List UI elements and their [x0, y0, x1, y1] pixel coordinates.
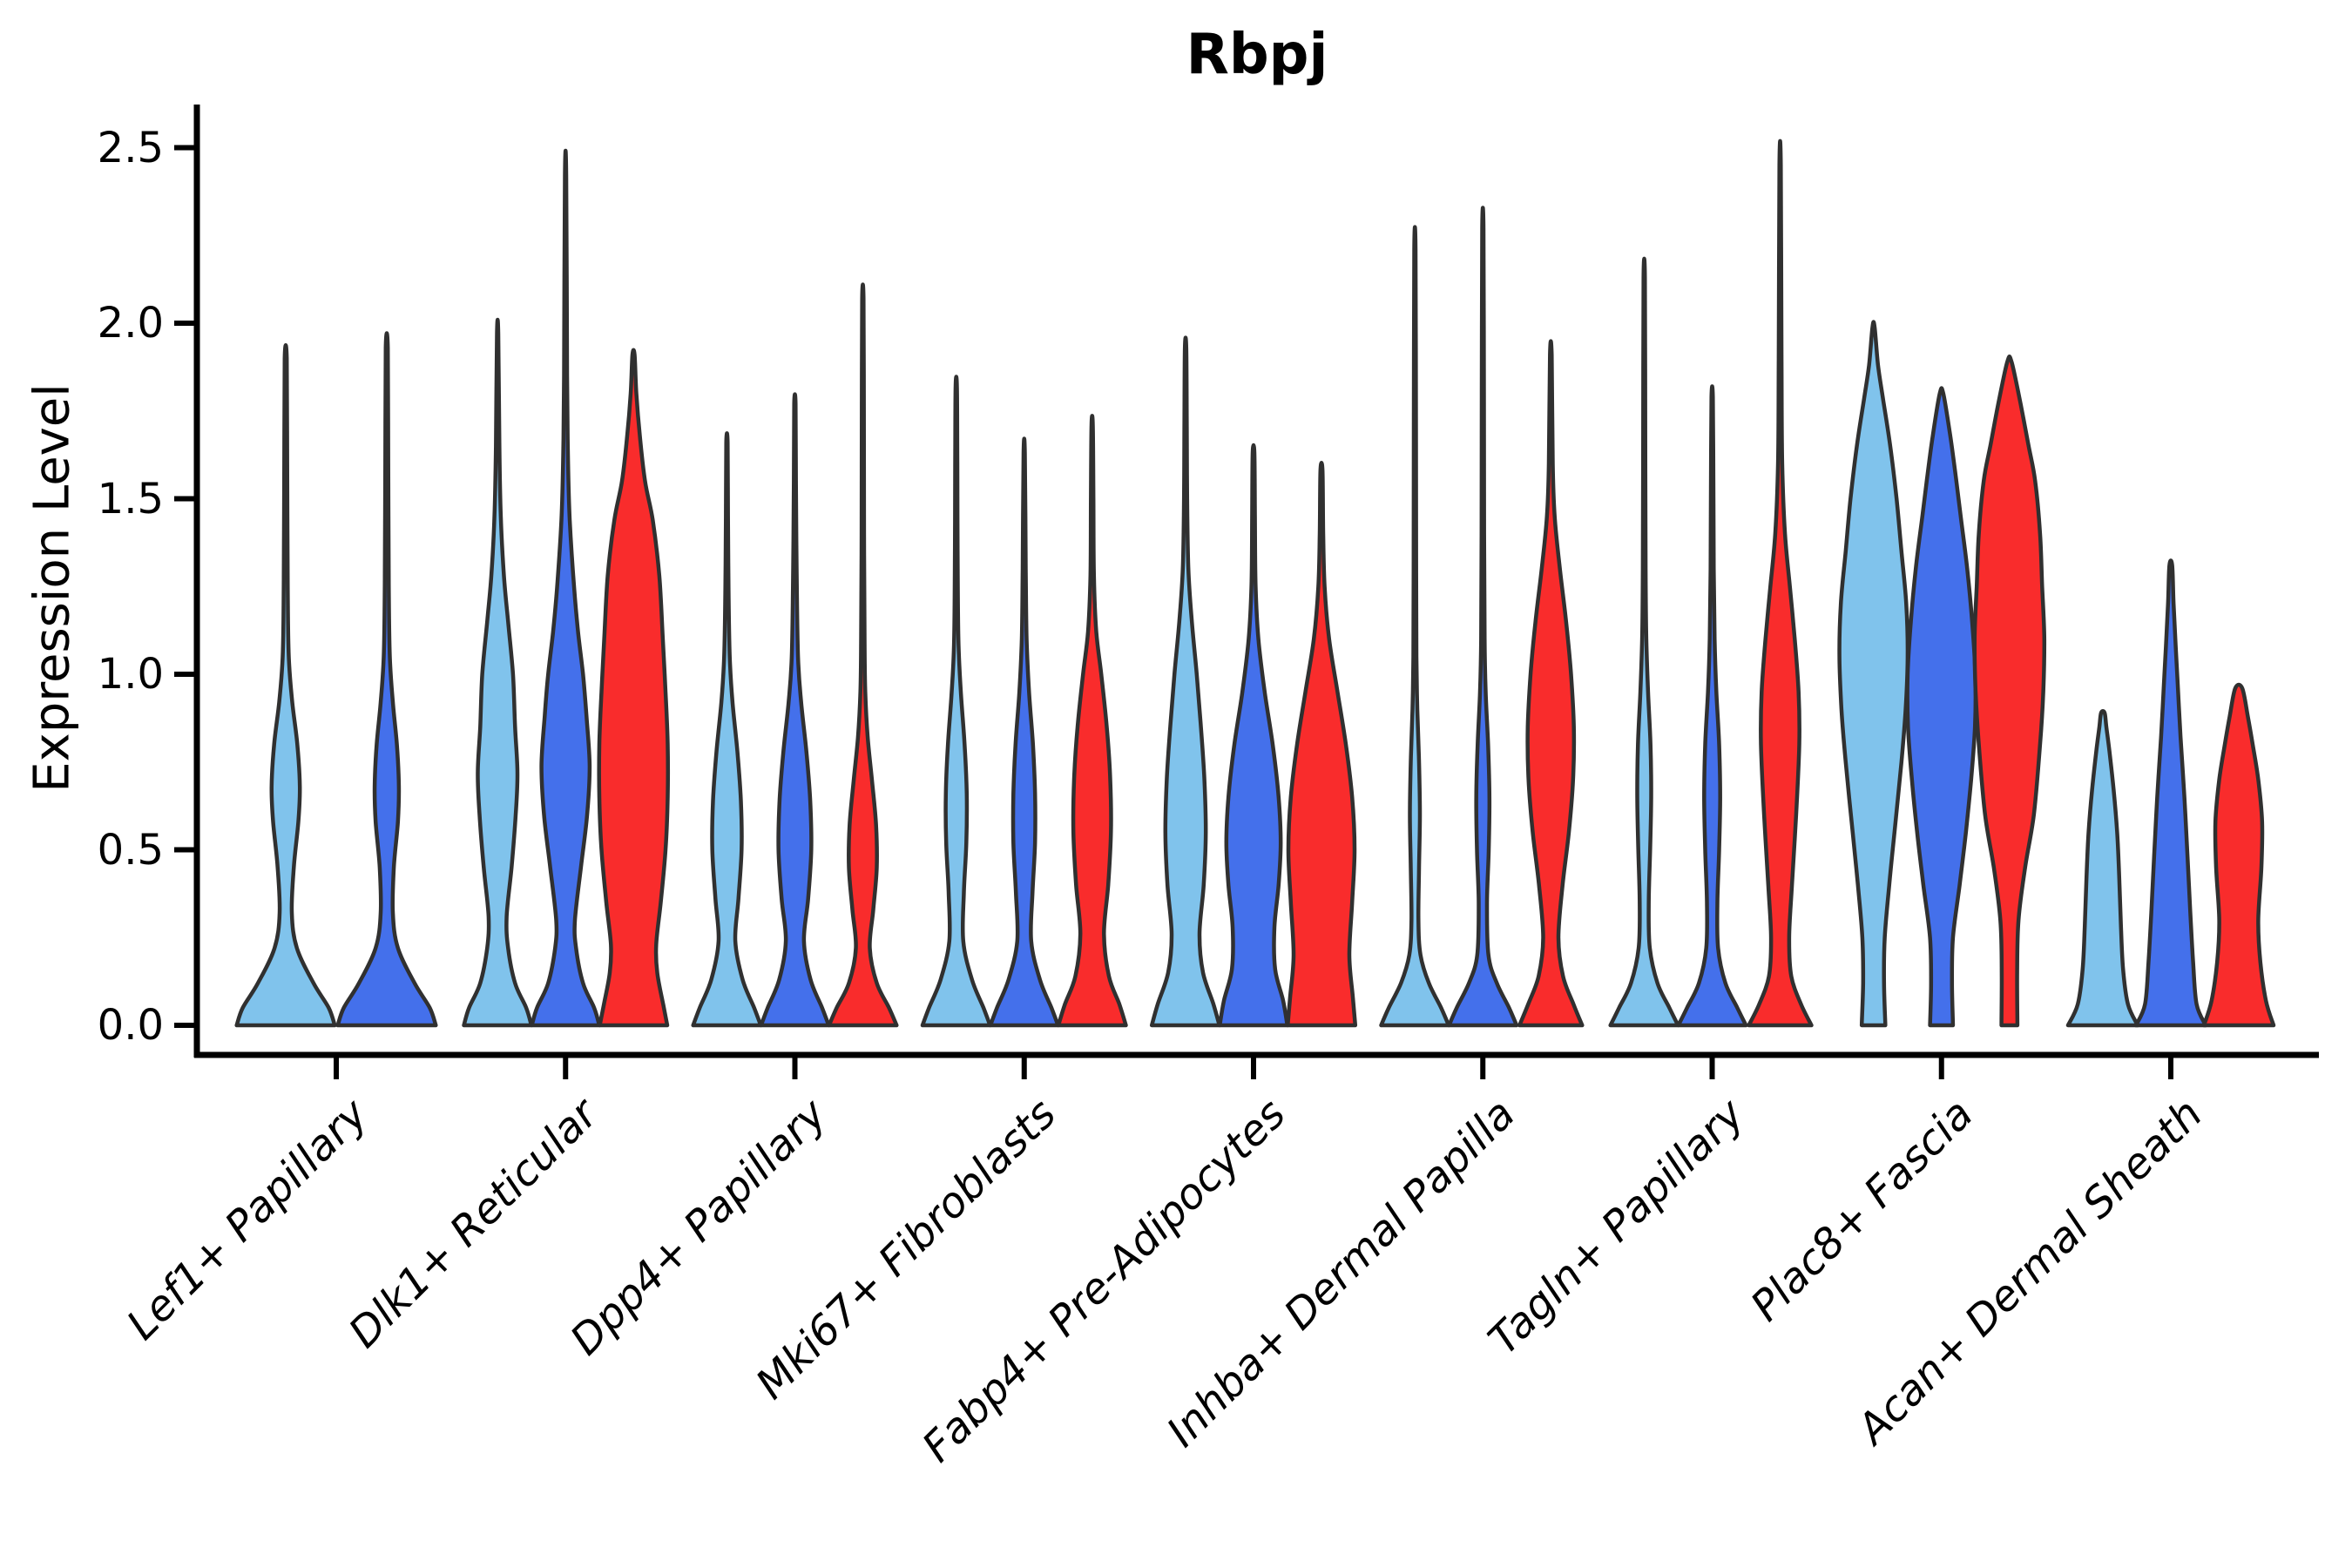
violin-mki67-fibroblasts-split-2 — [988, 436, 1060, 1028]
violin-mki67-fibroblasts-split-1 — [920, 375, 992, 1028]
violin-fabp4-pre-adipocytes-split-1 — [1149, 335, 1222, 1028]
violin-acan-dermal-sheath-split-1 — [2065, 709, 2140, 1028]
violin-mki67-fibroblasts-split-3 — [1056, 414, 1128, 1028]
violin-dlk1-reticular-split-1 — [462, 317, 534, 1028]
y-tick-label: 2.5 — [97, 123, 164, 172]
violin-acan-dermal-sheath-split-2 — [2133, 558, 2208, 1028]
violin-dpp4-papillary-split-1 — [691, 431, 763, 1028]
violin-inhba-dermal-papilla-split-2 — [1447, 206, 1519, 1028]
violin-fabp4-pre-adipocytes-split-3 — [1285, 460, 1358, 1028]
violin-tagln-papillary-split-3 — [1747, 139, 1814, 1028]
violin-dlk1-reticular-split-3 — [597, 348, 671, 1028]
violin-acan-dermal-sheath-split-3 — [2201, 682, 2276, 1028]
violin-plac8-fascia-split-1 — [1837, 320, 1910, 1028]
violin-plac8-fascia-split-2 — [1905, 386, 1978, 1028]
violin-lef1-papillary-split-2 — [335, 331, 438, 1028]
chart-title: Rbpj — [1186, 23, 1328, 87]
y-tick-label: 0.0 — [97, 1001, 164, 1050]
violin-dpp4-papillary-split-2 — [759, 392, 831, 1028]
violin-tagln-papillary-split-2 — [1676, 384, 1748, 1028]
violin-inhba-dermal-papilla-split-3 — [1517, 339, 1585, 1028]
violin-inhba-dermal-papilla-split-1 — [1379, 225, 1451, 1028]
violin-dpp4-papillary-split-3 — [827, 282, 899, 1028]
violin-dlk1-reticular-split-2 — [530, 149, 602, 1028]
y-tick-label: 0.5 — [97, 825, 164, 875]
y-tick-label: 2.0 — [97, 299, 164, 348]
violin-tagln-papillary-split-1 — [1608, 256, 1680, 1028]
violin-plac8-fascia-split-3 — [1972, 355, 2047, 1028]
violin-lef1-papillary-split-1 — [234, 342, 337, 1028]
y-tick-label: 1.0 — [97, 650, 164, 699]
y-axis-label: Expression Level — [24, 383, 81, 793]
violin-fabp4-pre-adipocytes-split-2 — [1217, 443, 1290, 1028]
y-tick-label: 1.5 — [97, 474, 164, 524]
